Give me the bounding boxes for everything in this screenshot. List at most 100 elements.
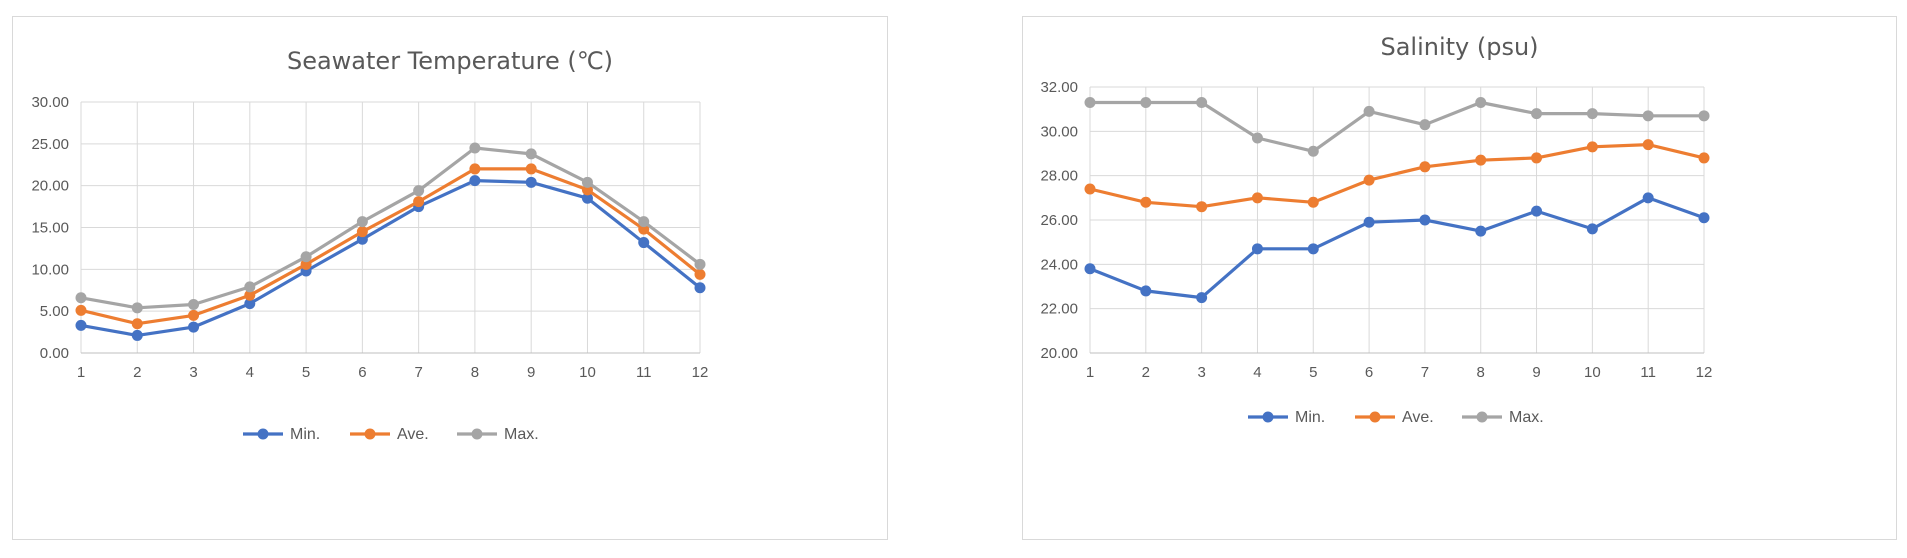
- salinity-series-max-point: [1196, 97, 1208, 109]
- salinity-series-min-point: [1307, 243, 1319, 255]
- salinity-series-max-point: [1363, 105, 1375, 117]
- salinity-series-ave-point: [1642, 139, 1654, 151]
- temperature-chart-panel: Seawater Temperature (℃) 0.00 5.00 10.00 15.…: [12, 16, 888, 540]
- salinity-y-tick-label: 26.00: [1040, 212, 1078, 229]
- salinity-series-min-point: [1140, 285, 1152, 297]
- legend-temperature-min-label: Min.: [290, 426, 320, 443]
- salinity-series-min-point: [1419, 214, 1431, 226]
- temperature-series-max-point: [525, 148, 537, 160]
- legend-salinity-ave-marker: [1369, 411, 1381, 423]
- salinity-series-max-point: [1475, 97, 1487, 109]
- salinity-series-max-point: [1251, 132, 1263, 144]
- salinity-x-tick-label: 9: [1532, 364, 1540, 381]
- temperature-series-min-point: [75, 319, 87, 331]
- legend-salinity-min-label: Min.: [1295, 409, 1325, 426]
- temperature-y-tick-label: 0.00: [40, 345, 69, 362]
- salinity-series-ave-point: [1140, 196, 1152, 208]
- salinity-x-tick-label: 1: [1086, 364, 1094, 381]
- temperature-series-max-point: [638, 216, 650, 228]
- temperature-x-tick-label: 12: [692, 364, 709, 381]
- salinity-series-ave-point: [1419, 161, 1431, 173]
- temperature-series-max-point: [244, 281, 256, 293]
- salinity-chart: Salinity (psu) 20.00 22.00 24.00 26.00 28.00 3…: [1040, 33, 1713, 426]
- salinity-x-tick-label: 8: [1477, 364, 1485, 381]
- salinity-series-max-point: [1084, 97, 1096, 109]
- temperature-series-max-point: [131, 302, 143, 314]
- temperature-y-tick-label: 15.00: [31, 220, 69, 237]
- temperature-chart: Seawater Temperature (℃) 0.00 5.00 10.00 15.…: [31, 47, 709, 443]
- salinity-series-ave-point: [1586, 141, 1598, 153]
- temperature-series-ave-point: [581, 184, 593, 196]
- temperature-series-ave-point: [300, 258, 312, 270]
- salinity-x-tick-label: 11: [1640, 364, 1656, 381]
- salinity-series-max-point: [1531, 108, 1543, 120]
- salinity-x-tick-label: 6: [1365, 364, 1373, 381]
- temperature-series-ave-point: [694, 268, 706, 280]
- salinity-series-ave-point: [1475, 154, 1487, 166]
- legend-temperature-ave-marker: [364, 428, 376, 440]
- salinity-series-min-point: [1698, 212, 1710, 224]
- salinity-series-min-line: [1088, 196, 1706, 300]
- temperature-series-max-point: [188, 298, 200, 310]
- salinity-series-max-point: [1140, 97, 1152, 109]
- salinity-x-tick-label: 2: [1142, 364, 1150, 381]
- temperature-series-ave-point: [356, 226, 368, 238]
- salinity-series-ave-point: [1196, 201, 1208, 213]
- salinity-series-ave-point: [1307, 196, 1319, 208]
- salinity-y-tick-label: 30.00: [1040, 123, 1078, 140]
- salinity-series-ave-point: [1251, 192, 1263, 204]
- temperature-x-tick-label: 3: [189, 364, 197, 381]
- temperature-series-min-point: [131, 329, 143, 341]
- salinity-series-min-point: [1196, 292, 1208, 304]
- temperature-series-max-point: [413, 185, 425, 197]
- salinity-x-tick-label: 12: [1696, 364, 1713, 381]
- salinity-y-tick-label: 28.00: [1040, 168, 1078, 185]
- temperature-series-ave-point: [188, 309, 200, 321]
- legend-salinity-min-marker: [1262, 411, 1274, 423]
- salinity-y-tick-label: 22.00: [1040, 301, 1078, 318]
- temperature-x-tick-label: 4: [246, 364, 254, 381]
- legend-salinity-ave-label: Ave.: [1402, 409, 1434, 426]
- salinity-x-tick-label: 3: [1197, 364, 1205, 381]
- salinity-series-max-point: [1307, 145, 1319, 157]
- salinity-series-min-point: [1084, 263, 1096, 275]
- temperature-series-max-point: [469, 142, 481, 154]
- salinity-y-tick-label: 24.00: [1040, 256, 1078, 273]
- temperature-series-ave-point: [469, 163, 481, 175]
- salinity-y-tick-label: 20.00: [1040, 345, 1078, 362]
- salinity-series-min-point: [1586, 223, 1598, 235]
- temperature-series-max-point: [300, 251, 312, 263]
- temperature-x-tick-label: 9: [527, 364, 535, 381]
- salinity-series-ave-point: [1531, 152, 1543, 164]
- temperature-chart-title: Seawater Temperature (℃): [287, 47, 613, 75]
- temperature-series-ave-point: [525, 163, 537, 175]
- salinity-series-ave-line: [1088, 142, 1706, 209]
- salinity-chart-panel: Salinity (psu) 20.00 22.00 24.00 26.00 28.00 3…: [1022, 16, 1897, 540]
- temperature-y-tick-label: 25.00: [31, 136, 69, 153]
- temperature-series-min-point: [469, 175, 481, 187]
- temperature-y-tick-label: 10.00: [31, 261, 69, 278]
- temperature-series-min-point: [356, 233, 368, 245]
- temperature-series-min-point: [188, 321, 200, 333]
- salinity-series-ave-point: [1698, 152, 1710, 164]
- legend-temperature-max-marker: [471, 428, 483, 440]
- salinity-y-tick-label: 32.00: [1040, 79, 1078, 96]
- temperature-series-min-point: [694, 282, 706, 294]
- legend-temperature-min-marker: [257, 428, 269, 440]
- temperature-series-max-point: [694, 258, 706, 270]
- salinity-series-ave-point: [1363, 174, 1375, 186]
- legend-salinity-max-marker: [1476, 411, 1488, 423]
- salinity-x-tick-label: 7: [1421, 364, 1429, 381]
- temperature-series-min-point: [244, 298, 256, 310]
- temperature-x-tick-label: 2: [133, 364, 141, 381]
- temperature-y-tick-label: 5.00: [40, 303, 69, 320]
- salinity-series-min-point: [1251, 243, 1263, 255]
- temperature-series-min-line: [79, 179, 702, 337]
- temperature-series-max-point: [356, 216, 368, 228]
- temperature-x-tick-label: 6: [358, 364, 366, 381]
- temperature-x-tick-label: 7: [414, 364, 422, 381]
- temperature-series-ave-point: [413, 196, 425, 208]
- salinity-x-tick-label: 10: [1584, 364, 1601, 381]
- temperature-series-max-point: [581, 176, 593, 188]
- salinity-series-max-point: [1698, 110, 1710, 122]
